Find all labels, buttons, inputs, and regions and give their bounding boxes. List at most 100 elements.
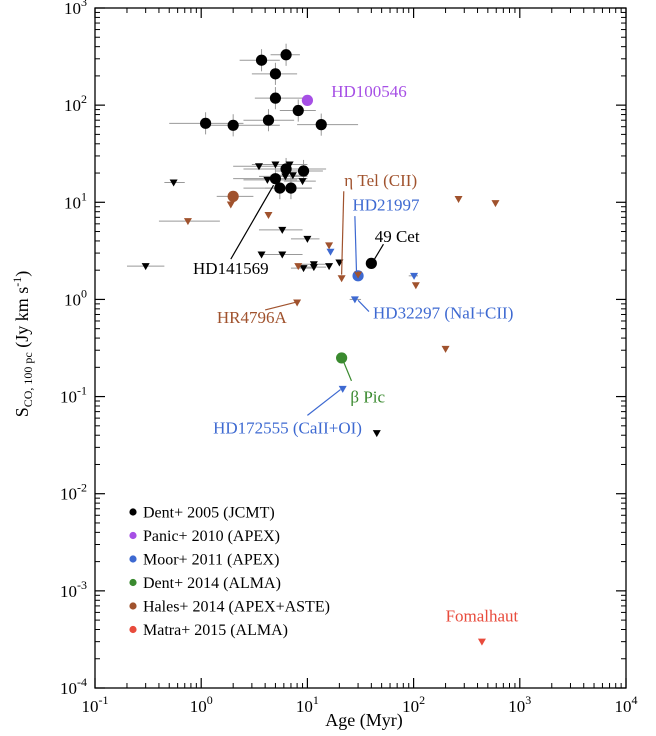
annotation-label: HD100546	[331, 82, 407, 101]
detection-point	[262, 114, 275, 126]
annotation-arrow	[354, 216, 358, 273]
upper-limit-marker	[141, 263, 150, 271]
y-tick-label: 100	[64, 286, 87, 309]
annotation-label: Fomalhaut	[446, 606, 519, 625]
upper-limit-marker	[299, 265, 308, 273]
upper-limit-marker	[226, 201, 235, 209]
svg-text:SCO, 100 pc (Jy km s-1): SCO, 100 pc (Jy km s-1)	[10, 271, 35, 418]
upper-limit-marker	[257, 251, 266, 259]
legend: Dent+ 2005 (JCMT) Panic+ 2010 (APEX) Moor+…	[129, 505, 330, 639]
detection-point	[365, 257, 377, 269]
upper-limit-marker	[411, 282, 420, 290]
upper-limit-marker	[293, 299, 302, 307]
upper-limit-marker	[298, 178, 307, 186]
y-tick-label: 10-3	[60, 578, 87, 601]
annotation-label: HR4796A	[217, 308, 288, 327]
upper-limit-marker	[354, 271, 363, 279]
upper-limit-marker	[410, 272, 419, 280]
detection-point	[227, 190, 239, 202]
upper-limit-marker	[183, 218, 192, 226]
y-axis-label-close: )	[12, 271, 33, 277]
data-marks	[126, 43, 500, 646]
detection-point	[336, 352, 348, 364]
upper-limit-marker	[441, 345, 450, 353]
x-tick-label: 102	[402, 693, 425, 716]
upper-limit-marker	[254, 163, 263, 171]
plot-frame	[94, 7, 627, 689]
upper-limit-marker	[372, 430, 381, 438]
annotation-arrow	[371, 243, 384, 263]
detection-point	[255, 54, 268, 66]
legend-label: Matra+ 2015 (ALMA)	[143, 622, 288, 639]
detection-point	[292, 104, 304, 117]
annotation-label: β Pic	[350, 388, 385, 407]
upper-limit-marker	[338, 385, 347, 393]
detection-point	[297, 165, 310, 177]
y-tick-label: 10-1	[60, 384, 87, 407]
upper-limit-marker	[288, 172, 297, 180]
legend-marker	[129, 508, 137, 516]
legend-marker	[129, 602, 137, 610]
axes: 10-1 100 101 102 103 104 10-4 10-3 10-2 10-1 100 10…	[60, 0, 638, 716]
upper-limit-marker	[294, 263, 303, 271]
upper-limit-marker	[491, 200, 500, 208]
annotations: HD100546 η Tel (CII) HD21997 49 Cet HD141569…	[193, 82, 519, 625]
upper-limit-marker	[169, 179, 178, 187]
legend-marker	[129, 625, 137, 634]
upper-limit-marker	[337, 275, 346, 283]
upper-limit-marker	[326, 248, 335, 256]
detection-point	[315, 119, 327, 131]
upper-limit-marker	[281, 173, 290, 181]
detection-point	[269, 173, 282, 185]
x-tick-label: 10-1	[82, 693, 109, 716]
annotation-arrow	[341, 191, 345, 275]
annotation-label: η Tel (CII)	[344, 171, 417, 190]
legend-marker	[129, 531, 137, 540]
detection-point	[285, 182, 297, 194]
detection-point	[269, 92, 282, 104]
upper-limit-marker	[285, 161, 294, 169]
upper-limit-marker	[303, 235, 312, 243]
y-tick-label: 103	[64, 0, 87, 18]
legend-label: Dent+ 2014 (ALMA)	[143, 575, 281, 592]
y-axis-label-unit: (Jy km s	[12, 287, 33, 353]
detection-point	[199, 117, 212, 129]
annotation-label: HD21997	[352, 195, 420, 214]
upper-limit-marker	[263, 176, 272, 184]
legend-label: Hales+ 2014 (APEX+ASTE)	[143, 599, 330, 616]
y-tick-label: 102	[64, 92, 87, 115]
annotation-label: HD141569	[193, 259, 269, 278]
y-tick-label: 10-4	[60, 675, 87, 698]
annotation-arrow	[307, 389, 341, 416]
x-tick-label: 103	[508, 693, 531, 716]
detection-point	[280, 49, 292, 61]
y-tick-label: 10-2	[60, 481, 87, 504]
annotation-label: 49 Cet	[375, 227, 420, 246]
y-tick-label: 101	[64, 189, 87, 212]
upper-limit-marker	[350, 296, 359, 304]
annotation-arrow	[342, 359, 353, 382]
annotation-arrow	[230, 184, 275, 260]
annotation-label: HD32297 (NaI+CII)	[373, 304, 513, 323]
detection-point	[269, 68, 282, 80]
y-axis-label: SCO, 100 pc (Jy km s-1)	[10, 271, 35, 418]
detection-point	[274, 182, 286, 194]
upper-limit-marker	[278, 226, 287, 234]
legend-marker	[129, 578, 137, 587]
legend-label: Moor+ 2011 (APEX)	[143, 552, 279, 569]
detection-point	[227, 119, 239, 131]
x-axis-label: Age (Myr)	[325, 710, 402, 731]
annotation-arrow	[264, 301, 297, 311]
legend-label: Dent+ 2005 (JCMT)	[143, 505, 275, 522]
upper-limit-marker	[454, 196, 463, 204]
y-axis-label-sub: CO, 100 pc	[21, 352, 35, 407]
upper-limit-marker	[278, 251, 287, 259]
upper-limit-marker	[477, 638, 486, 646]
detection-point	[301, 94, 313, 106]
annotation-arrow	[357, 299, 370, 312]
x-tick-label: 101	[296, 693, 319, 716]
legend-marker	[129, 555, 137, 563]
upper-limit-marker	[264, 211, 273, 219]
upper-limit-marker	[271, 161, 280, 169]
